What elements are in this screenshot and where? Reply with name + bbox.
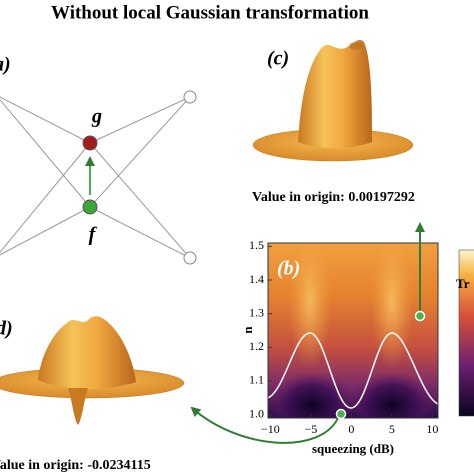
plot-frame bbox=[267, 242, 439, 419]
node-f bbox=[82, 199, 98, 215]
caption: Value in origin: 0.00197292 bbox=[252, 190, 415, 205]
marker-dot bbox=[335, 408, 347, 420]
y-tick-label: 1.0 bbox=[249, 406, 264, 420]
marker-dot bbox=[414, 310, 426, 322]
x-tick-label: 10 bbox=[426, 422, 438, 436]
surface-d bbox=[0, 316, 185, 425]
panel-label: d) bbox=[0, 318, 13, 340]
node-label: f bbox=[89, 224, 98, 246]
node-g bbox=[82, 135, 98, 151]
x-tick-label: 0 bbox=[348, 422, 354, 436]
panel-label: a) bbox=[0, 54, 11, 76]
y-tick-label: 1.2 bbox=[249, 339, 264, 353]
y-tick-label: 1.1 bbox=[249, 373, 264, 387]
panel-label: (b) bbox=[277, 258, 300, 280]
colorbar-label: Tr bbox=[456, 276, 470, 291]
x-tick-label: −10 bbox=[261, 422, 280, 436]
y-tick-label: 1.5 bbox=[249, 238, 264, 252]
panel-label: (c) bbox=[267, 48, 289, 70]
colorbar bbox=[458, 249, 474, 417]
y-axis-label: n bbox=[240, 326, 255, 334]
x-tick-label: 5 bbox=[389, 422, 395, 436]
density-map bbox=[268, 243, 438, 418]
x-axis-label: squeezing (dB) bbox=[312, 441, 394, 456]
node-label: g bbox=[91, 106, 102, 128]
node bbox=[183, 251, 197, 265]
graph-edges bbox=[0, 96, 191, 259]
surface-c bbox=[252, 39, 414, 162]
connector bbox=[190, 406, 339, 444]
node bbox=[183, 90, 197, 104]
figure-title: Without local Gaussian transformation bbox=[51, 2, 369, 23]
y-tick-label: 1.3 bbox=[249, 305, 264, 319]
y-tick-label: 1.4 bbox=[249, 272, 264, 286]
caption: Value in origin: -0.0234115 bbox=[0, 458, 151, 473]
x-tick-label: −5 bbox=[305, 422, 318, 436]
